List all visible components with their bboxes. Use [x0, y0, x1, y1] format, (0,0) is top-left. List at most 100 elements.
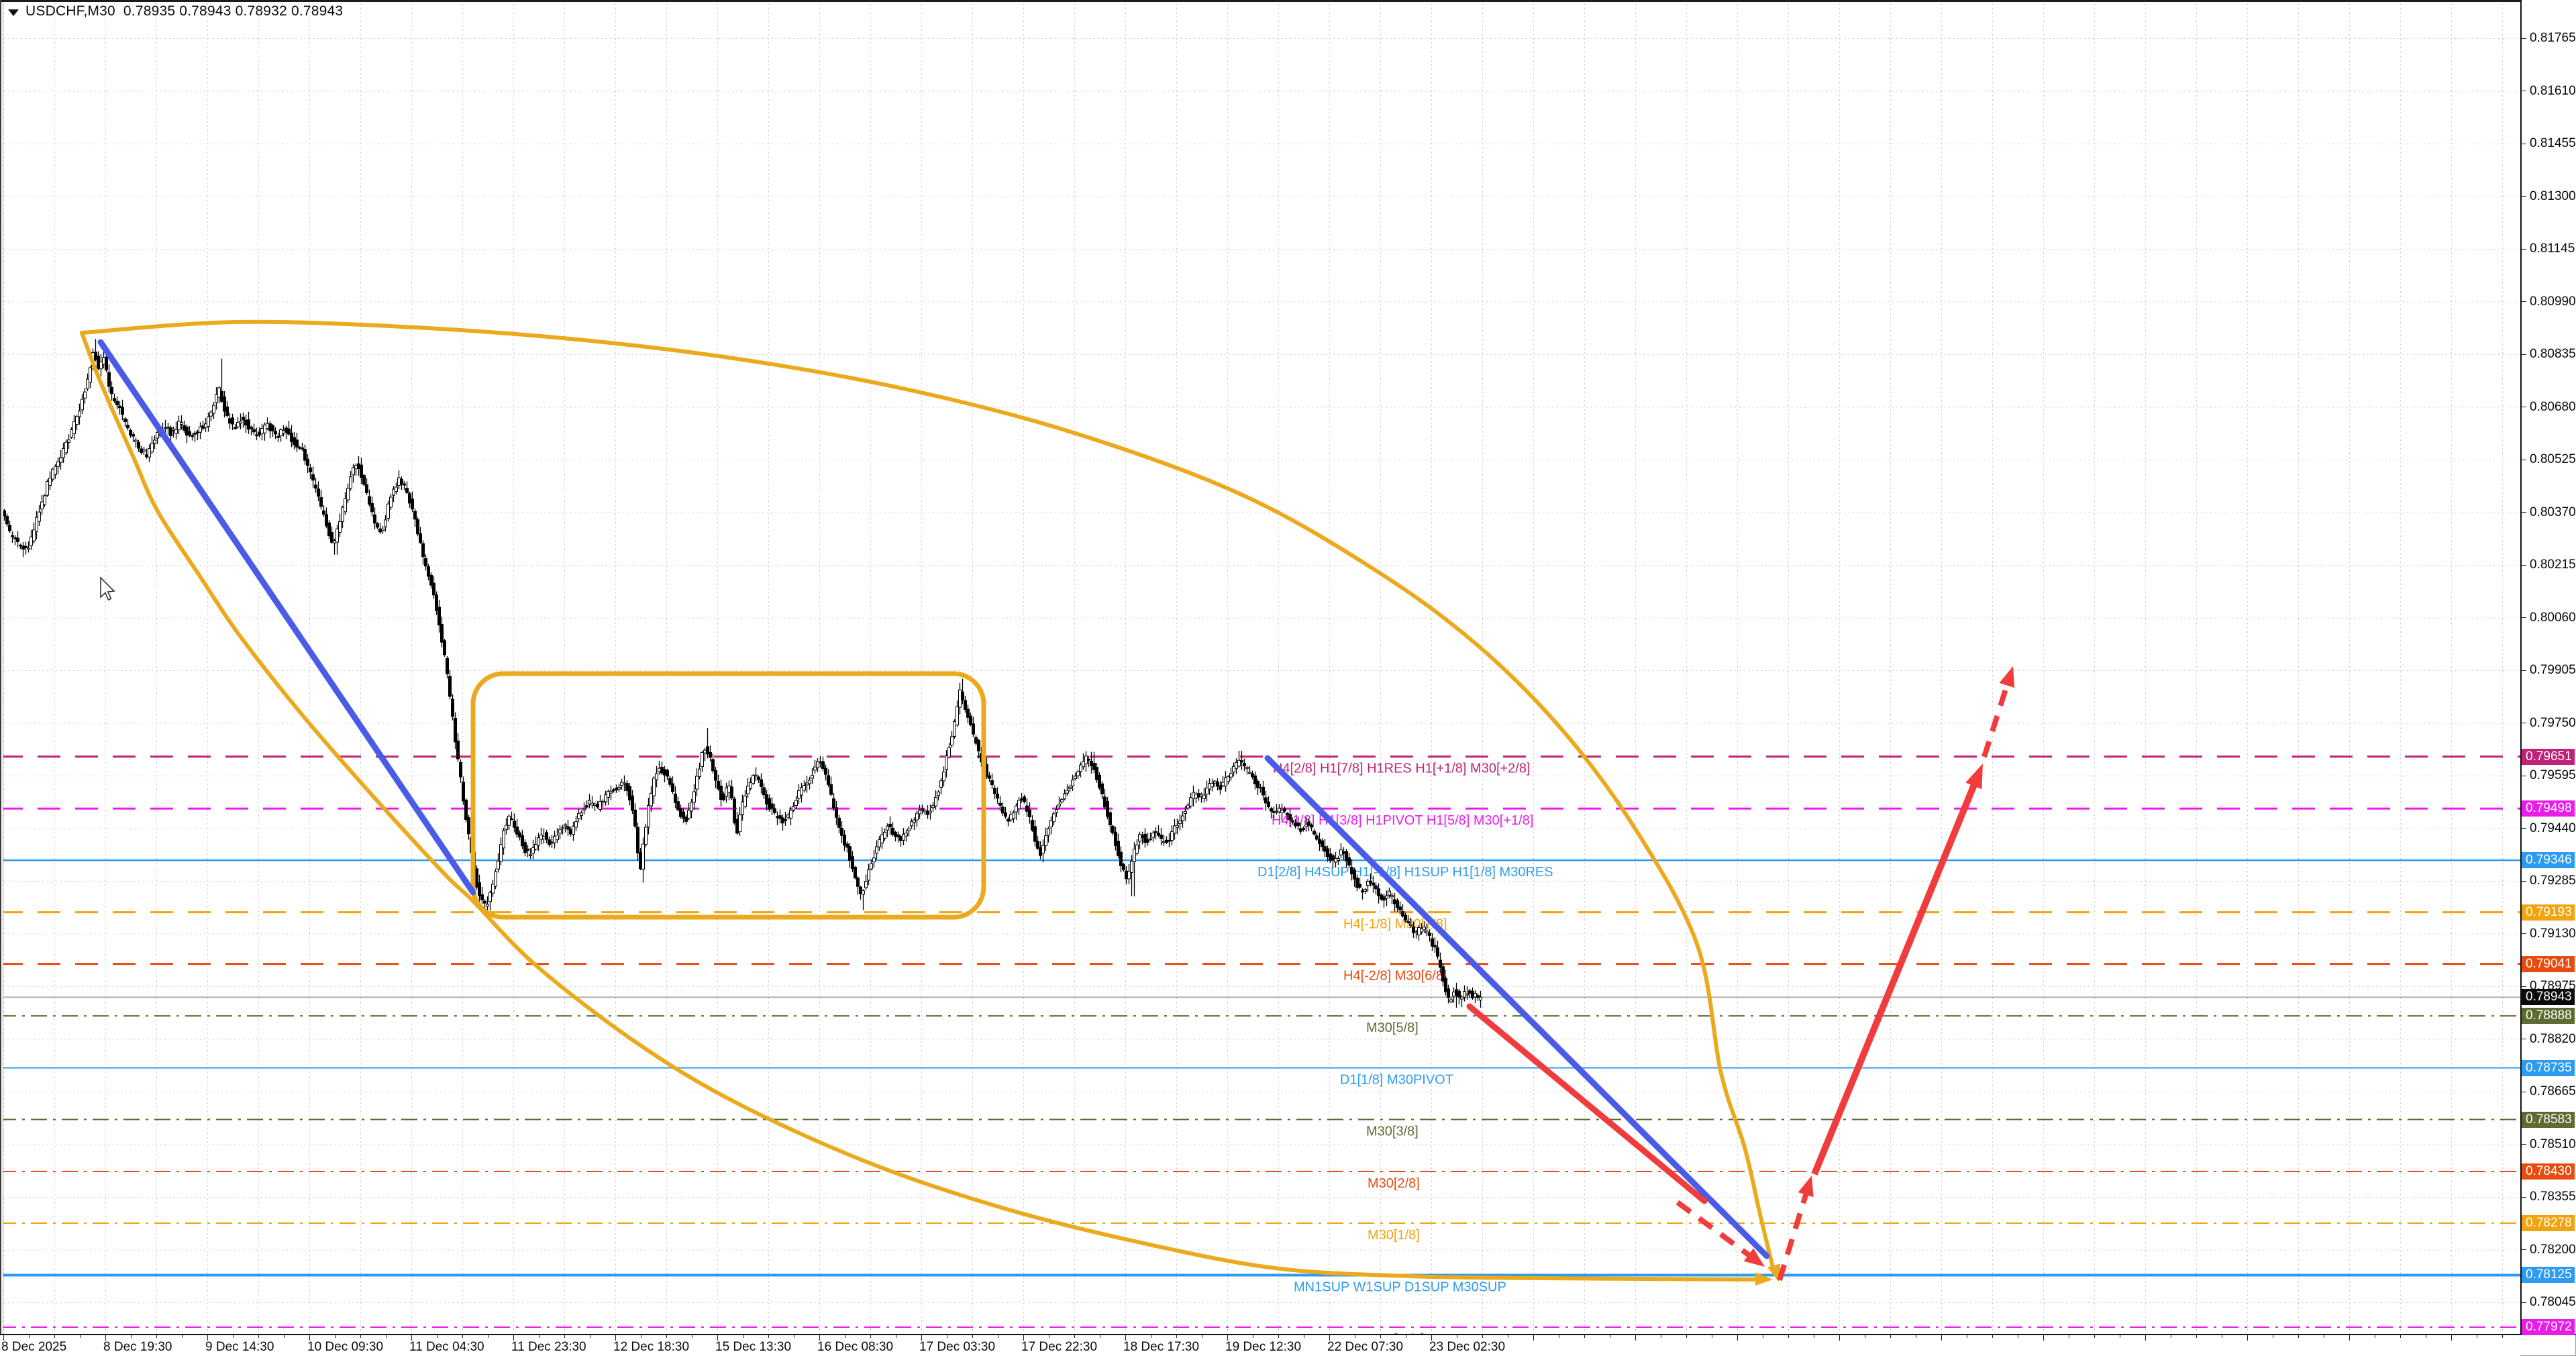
consolidation-rectangle[interactable]	[470, 671, 986, 920]
price-tick-label: 0.80525	[2530, 452, 2576, 466]
time-tick	[182, 1335, 183, 1338]
red-solid-arrow-up[interactable]	[1811, 778, 1980, 1176]
level-label-8: M30[2/8]	[1368, 1176, 1420, 1191]
price-tick	[2522, 670, 2526, 671]
time-tick	[2247, 1335, 2248, 1341]
time-tick	[2349, 1335, 2350, 1341]
red-dashed-arrow-down-head[interactable]	[1743, 1248, 1765, 1267]
time-axis[interactable]: 8 Dec 2025 8 Dec 19:30 9 Dec 14:30 10 Dec 0…	[0, 1335, 2520, 1356]
time-tick	[921, 1335, 922, 1341]
red-dashed-arrow-up-2[interactable]	[1981, 678, 2012, 758]
time-tick	[156, 1335, 157, 1338]
time-tick	[1023, 1335, 1024, 1341]
price-tick-label: 0.81300	[2530, 189, 2576, 203]
window-border-left	[0, 0, 1, 1335]
price-tick-label: 0.78510	[2530, 1137, 2576, 1151]
time-tick	[1890, 1335, 1891, 1338]
price-badge-level: 0.78888	[2522, 1008, 2575, 1025]
price-tick	[2522, 512, 2526, 513]
price-badge-level: 0.78125	[2522, 1267, 2575, 1284]
time-tick	[1278, 1335, 1279, 1338]
time-tick	[258, 1335, 259, 1338]
time-tick	[1635, 1335, 1636, 1341]
time-label: 8 Dec 2025	[1, 1340, 67, 1354]
price-tick-label: 0.78355	[2530, 1190, 2576, 1204]
time-label: 8 Dec 19:30	[103, 1340, 172, 1354]
time-tick	[1788, 1335, 1789, 1338]
time-label: 17 Dec 03:30	[919, 1340, 996, 1354]
price-tick	[2522, 1196, 2526, 1198]
price-badge-level: 0.79041	[2522, 955, 2575, 972]
level-label-11: M30[-1/8]	[1368, 1332, 1424, 1347]
price-badge-level: 0.79193	[2522, 904, 2575, 921]
time-tick	[1074, 1335, 1075, 1338]
time-tick	[1125, 1335, 1126, 1341]
time-tick	[615, 1335, 616, 1341]
time-tick	[2094, 1335, 2095, 1338]
level-label-5: M30[5/8]	[1366, 1021, 1419, 1035]
time-tick	[972, 1335, 973, 1338]
price-tick-label: 0.80370	[2530, 505, 2576, 519]
red-dashed-arrow-up-1-head[interactable]	[1798, 1176, 1814, 1198]
time-tick	[1227, 1335, 1228, 1341]
level-label-0: H4[2/8] H1[7/8] H1RES H1[+1/8] M30[+2/8]	[1273, 762, 1531, 776]
time-tick	[3, 1335, 4, 1341]
time-tick	[29, 1335, 30, 1338]
time-tick	[2145, 1335, 2146, 1341]
time-label: 11 Dec 23:30	[511, 1340, 586, 1354]
price-tick-label: 0.79595	[2530, 768, 2576, 782]
price-tick-label: 0.79130	[2530, 926, 2576, 941]
mouse-cursor-icon	[100, 576, 115, 601]
time-tick	[2502, 1335, 2503, 1338]
time-tick	[1329, 1335, 1330, 1341]
price-badge-level: 0.78583	[2522, 1111, 2575, 1128]
time-tick	[666, 1335, 667, 1338]
price-badge-level: 0.79498	[2522, 800, 2575, 817]
time-tick	[335, 1335, 336, 1338]
time-tick	[284, 1335, 285, 1338]
red-solid-arrow-up-head[interactable]	[1965, 764, 1983, 790]
price-tick-label: 0.79905	[2530, 663, 2576, 677]
price-badge-level: 0.79346	[2522, 852, 2575, 869]
time-tick	[768, 1335, 769, 1338]
time-tick	[309, 1335, 310, 1341]
blue-trendline-2[interactable]	[1264, 755, 1770, 1259]
price-axis-separator	[2520, 0, 2522, 1335]
red-dashed-arrow-up-1[interactable]	[1777, 1188, 1810, 1282]
time-tick	[2043, 1335, 2044, 1341]
pivot-level-lines[interactable]: H4[2/8] H1[7/8] H1RES H1[+1/8] M30[+2/8]…	[0, 755, 2520, 1347]
window-border-top	[0, 0, 2576, 2]
ellipse-lower-arc[interactable]	[80, 331, 1757, 1282]
price-badge-level: 0.79651	[2522, 748, 2575, 765]
price-tick-label: 0.80215	[2530, 558, 2576, 572]
price-tick-label: 0.80060	[2530, 610, 2576, 625]
red-dashed-arrow-up-2-head[interactable]	[1999, 666, 2015, 688]
time-label: 16 Dec 08:30	[817, 1340, 894, 1354]
time-tick	[1380, 1335, 1381, 1338]
ellipse-upper-arc[interactable]	[80, 319, 1775, 1272]
level-label-10: MN1SUP W1SUP D1SUP M30SUP	[1294, 1280, 1506, 1294]
time-label: 23 Dec 02:30	[1429, 1340, 1506, 1354]
price-tick	[2522, 1302, 2526, 1303]
window-menu-caret-icon[interactable]	[8, 9, 19, 16]
price-tick	[2522, 933, 2526, 934]
price-tick-label: 0.78665	[2530, 1084, 2576, 1098]
ellipse-lower-arrowhead[interactable]	[1755, 1272, 1773, 1286]
time-tick	[2400, 1335, 2401, 1338]
level-label-9: M30[1/8]	[1368, 1228, 1420, 1243]
red-dashed-arrow-down[interactable]	[1676, 1200, 1755, 1261]
chart-title-text: USDCHF,M30 0.78935 0.78943 0.78932 0.789…	[25, 3, 344, 19]
trend-annotations[interactable]	[80, 319, 2015, 1286]
red-trendline-down[interactable]	[1466, 1003, 1708, 1204]
time-tick	[1584, 1335, 1585, 1338]
blue-trendline-1[interactable]	[97, 339, 476, 896]
price-tick-label: 0.79750	[2530, 715, 2576, 730]
price-tick	[2522, 1144, 2526, 1145]
time-tick	[54, 1335, 55, 1338]
price-tick	[2522, 301, 2526, 302]
price-axis[interactable]: 0.81765 0.81610 0.81455 0.81300 0.81145 0.809…	[2522, 0, 2576, 1335]
time-tick	[207, 1335, 208, 1341]
ellipse-upper-arrowhead[interactable]	[1767, 1263, 1781, 1282]
